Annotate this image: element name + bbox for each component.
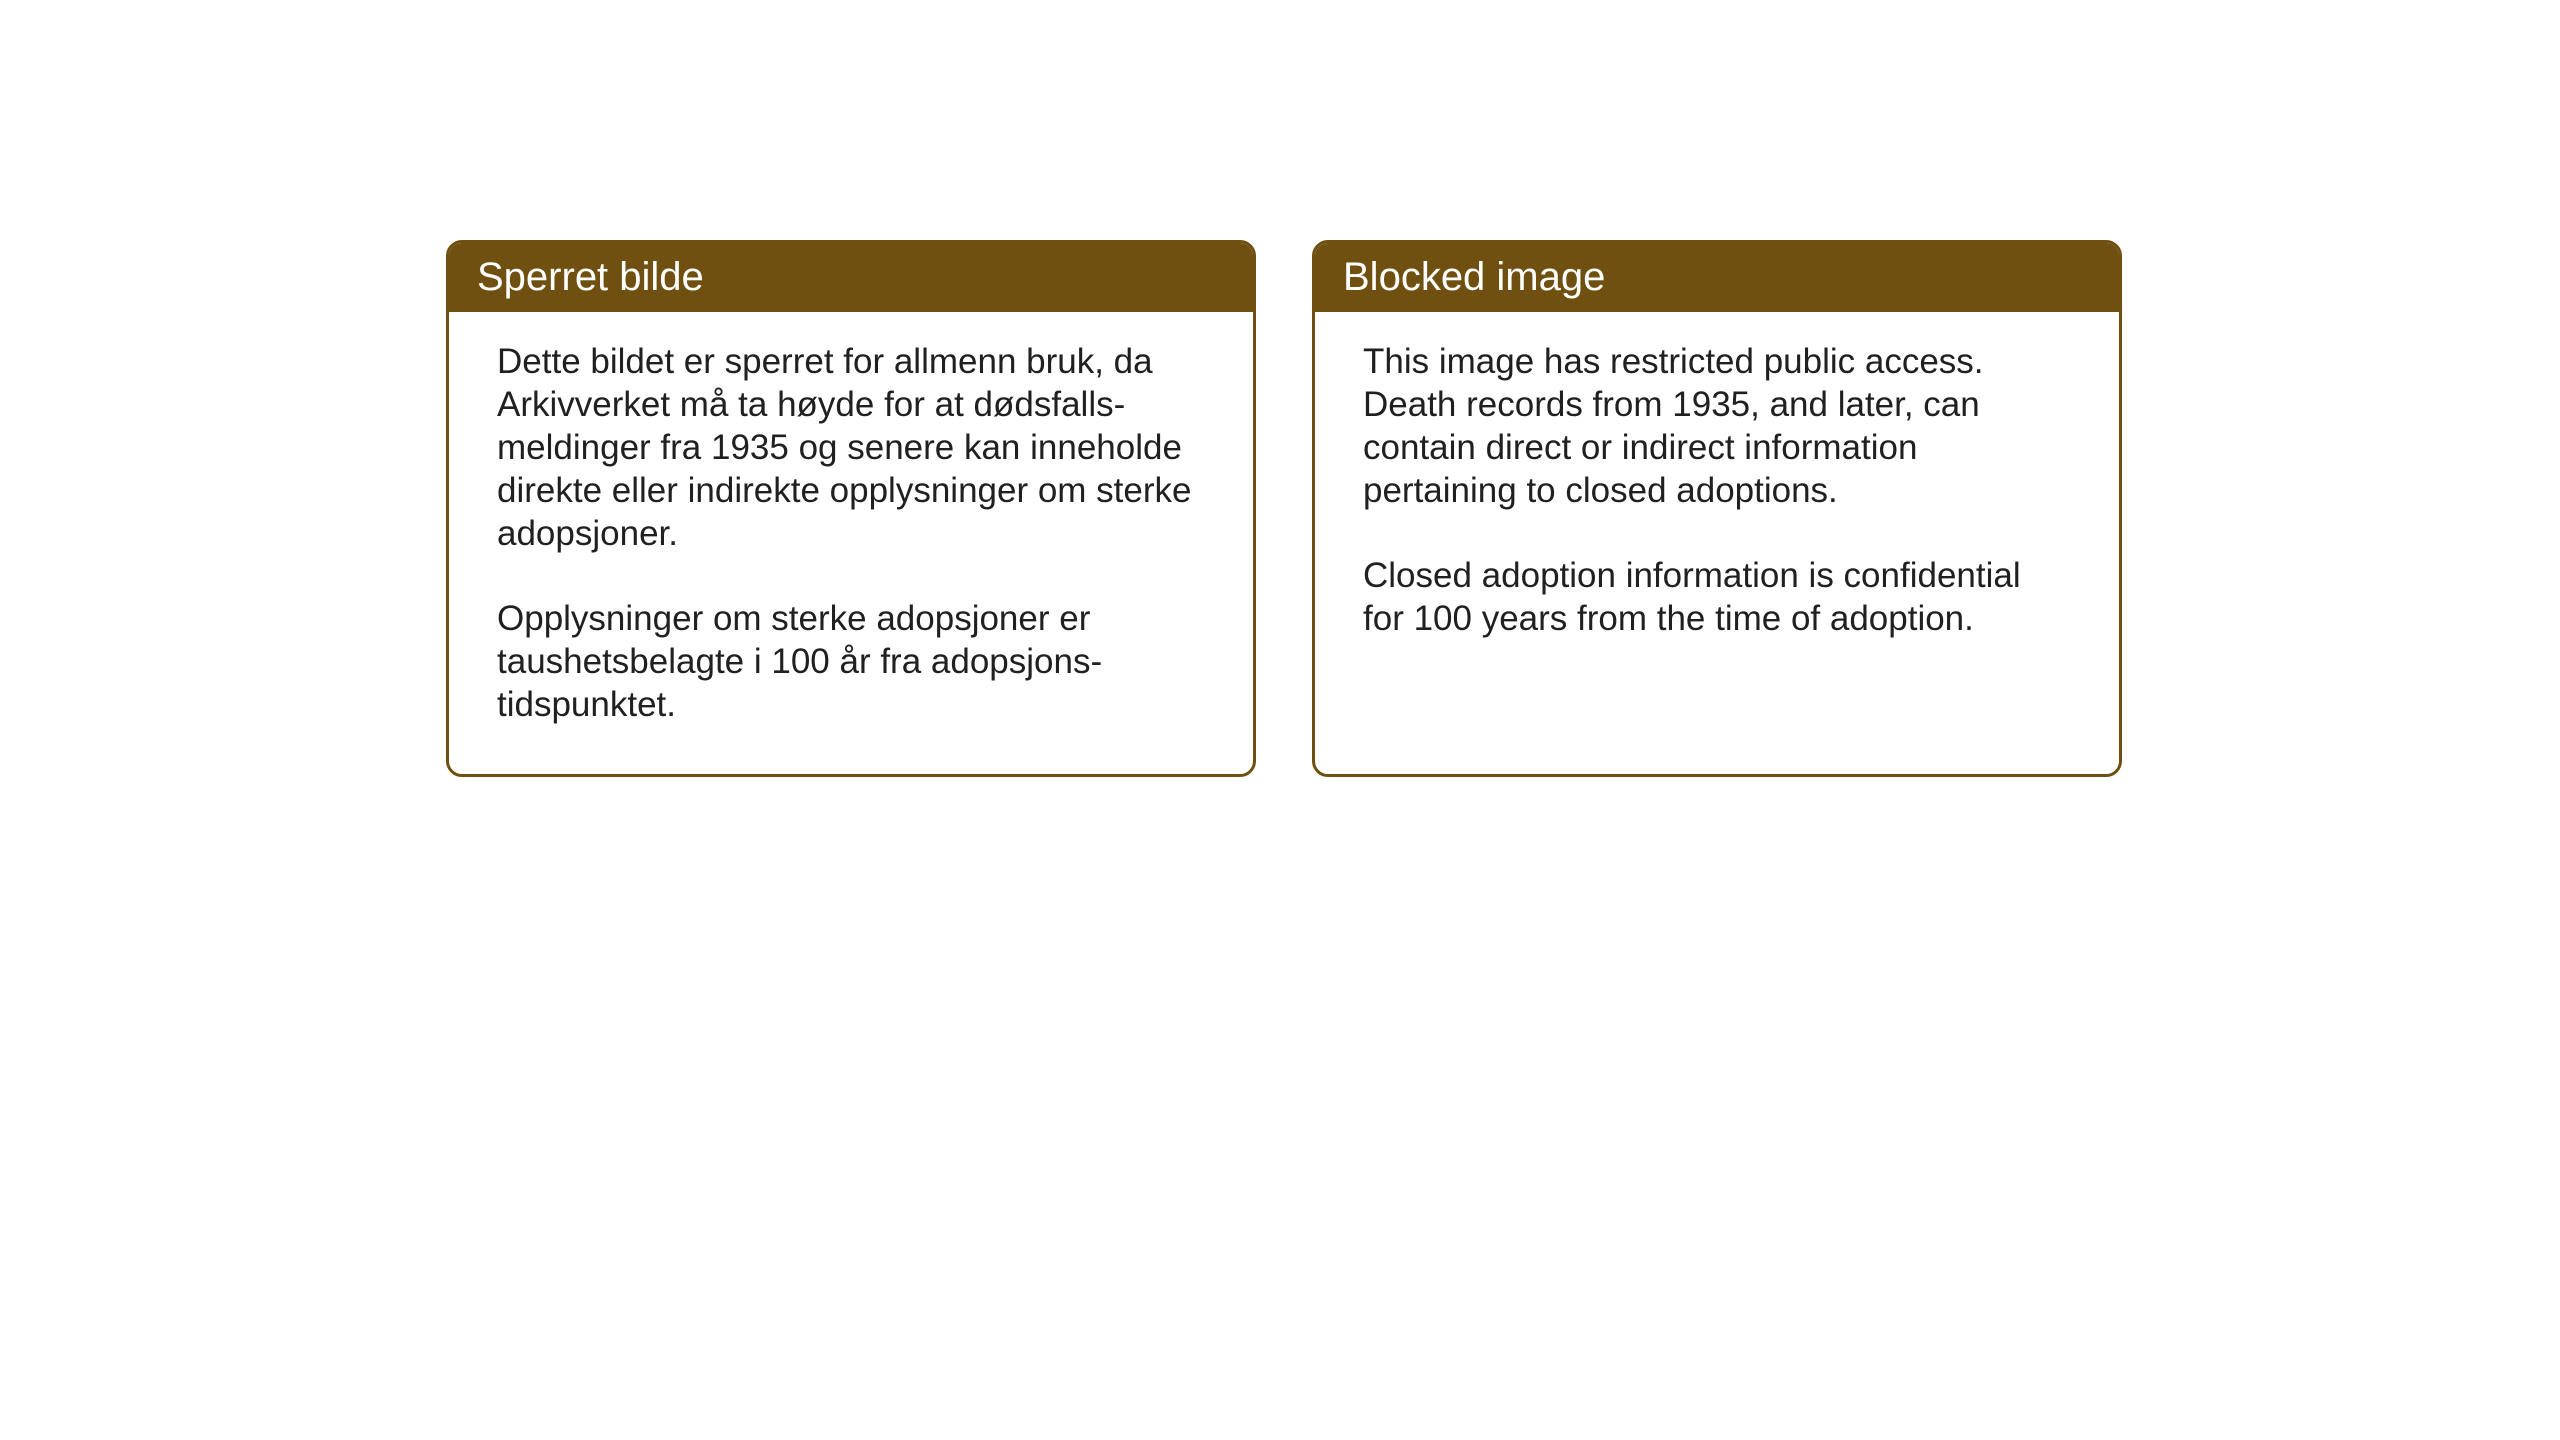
- norwegian-card-title: Sperret bilde: [449, 243, 1253, 312]
- norwegian-paragraph-1: Dette bildet er sperret for allmenn bruk…: [497, 340, 1205, 555]
- english-card-body: This image has restricted public access.…: [1315, 312, 2119, 688]
- norwegian-notice-card: Sperret bilde Dette bildet er sperret fo…: [446, 240, 1256, 777]
- english-notice-card: Blocked image This image has restricted …: [1312, 240, 2122, 777]
- notice-cards-container: Sperret bilde Dette bildet er sperret fo…: [446, 240, 2122, 777]
- norwegian-card-body: Dette bildet er sperret for allmenn bruk…: [449, 312, 1253, 774]
- english-paragraph-2: Closed adoption information is confident…: [1363, 554, 2071, 640]
- norwegian-paragraph-2: Opplysninger om sterke adopsjoner er tau…: [497, 597, 1205, 726]
- english-paragraph-1: This image has restricted public access.…: [1363, 340, 2071, 512]
- english-card-title: Blocked image: [1315, 243, 2119, 312]
